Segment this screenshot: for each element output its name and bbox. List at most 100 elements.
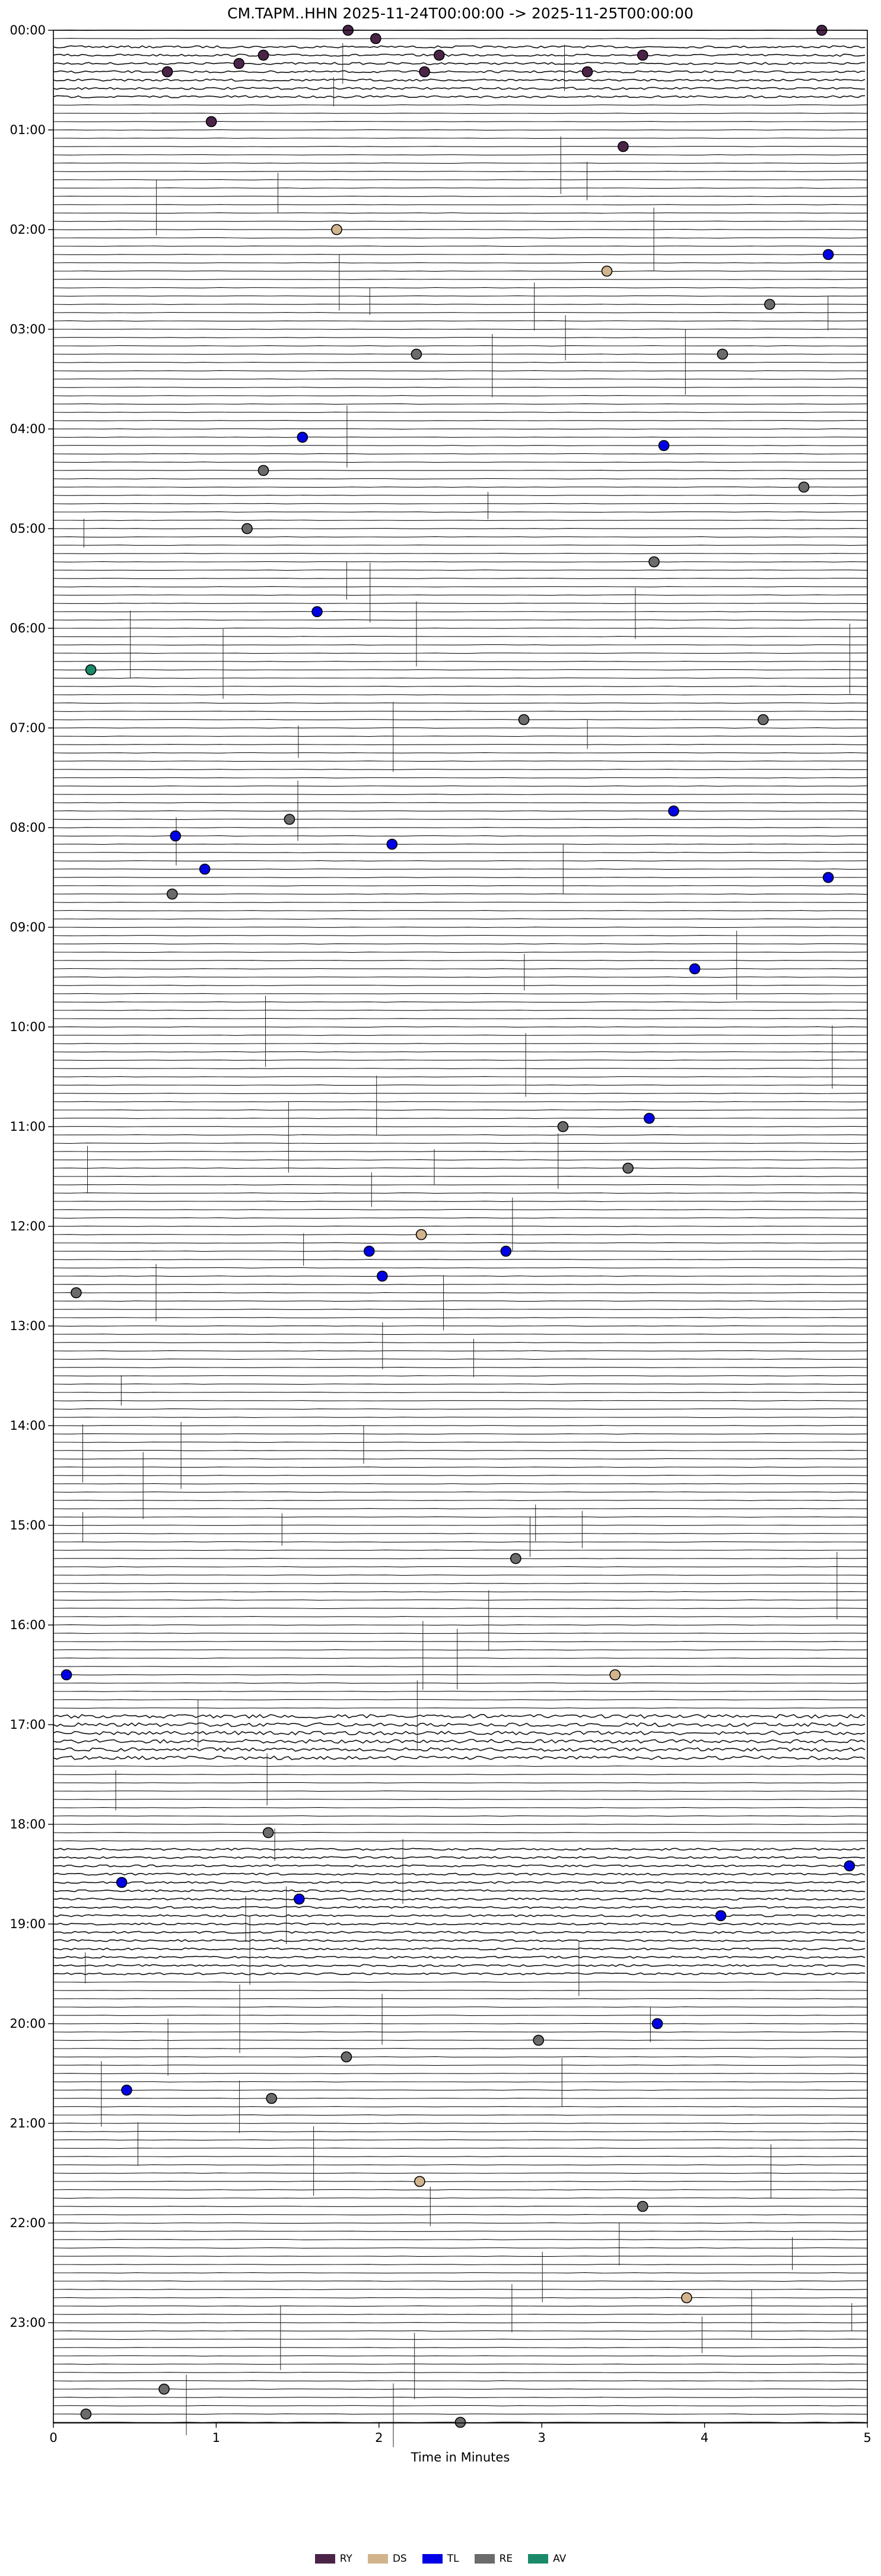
trace-row bbox=[53, 1541, 868, 1543]
y-tick-label: 08:00 bbox=[9, 820, 46, 835]
trace-row bbox=[53, 1774, 868, 1775]
trace-row bbox=[53, 221, 868, 222]
trace-row bbox=[53, 171, 868, 172]
trace-row bbox=[53, 246, 868, 247]
trace-row bbox=[53, 486, 868, 488]
trace-row bbox=[53, 1964, 866, 1967]
legend-item-tl: TL bbox=[422, 2553, 459, 2565]
trace-row bbox=[53, 1467, 868, 1468]
trace-row bbox=[53, 320, 868, 322]
trace-row bbox=[53, 2114, 867, 2116]
trace-row bbox=[53, 686, 868, 687]
y-tick-label: 01:00 bbox=[9, 123, 46, 137]
trace-row bbox=[53, 2065, 868, 2066]
seismic-traces bbox=[53, 30, 868, 2423]
trace-row bbox=[53, 727, 867, 729]
trace-row bbox=[53, 1889, 866, 1893]
event-marker-re bbox=[241, 523, 253, 535]
trace-row bbox=[53, 1134, 868, 1136]
trace-row bbox=[53, 1026, 868, 1028]
trace-row bbox=[53, 1856, 866, 1859]
trace-row bbox=[53, 1475, 868, 1476]
trace-row bbox=[53, 2256, 868, 2257]
y-tick-label: 09:00 bbox=[9, 920, 46, 934]
trace-row bbox=[53, 761, 867, 762]
legend-label: RE bbox=[499, 2553, 513, 2565]
event-marker-ry bbox=[205, 116, 217, 128]
trace-row bbox=[53, 1242, 867, 1244]
trace-row bbox=[53, 1109, 868, 1111]
trace-row bbox=[53, 1731, 866, 1735]
trace-row bbox=[53, 1442, 868, 1443]
trace-row bbox=[53, 1683, 868, 1684]
trace-row bbox=[53, 2173, 868, 2174]
y-tick-label: 05:00 bbox=[9, 521, 46, 536]
trace-row bbox=[53, 1068, 867, 1069]
legend-swatch bbox=[474, 2554, 495, 2564]
trace-row bbox=[53, 1408, 868, 1410]
trace-row bbox=[53, 2231, 868, 2232]
trace-row bbox=[53, 2314, 868, 2315]
trace-row bbox=[53, 2073, 868, 2074]
y-tick-label: 15:00 bbox=[9, 1518, 46, 1532]
trace-row bbox=[53, 1035, 868, 1036]
trace-row bbox=[53, 2148, 868, 2149]
event-marker-tl bbox=[116, 1877, 128, 1888]
trace-row bbox=[53, 927, 868, 928]
trace-row bbox=[53, 2181, 868, 2182]
event-marker-tl bbox=[170, 830, 182, 842]
y-tick-label: 10:00 bbox=[9, 1020, 46, 1034]
trace-row bbox=[53, 1093, 868, 1094]
trace-row bbox=[53, 1226, 868, 1227]
trace-row bbox=[53, 2006, 868, 2008]
y-tick-label: 19:00 bbox=[9, 1917, 46, 1931]
trace-spikes bbox=[82, 43, 853, 2447]
trace-row bbox=[53, 1864, 866, 1868]
trace-row bbox=[53, 1491, 868, 1493]
event-marker-ry bbox=[257, 49, 269, 61]
trace-row bbox=[53, 1217, 868, 1219]
trace-row bbox=[53, 304, 868, 305]
trace-row bbox=[53, 810, 868, 812]
y-axis: 00:00 01:00 02:00 03:00 04:00 05:00 06:00 07:00… bbox=[9, 23, 53, 2330]
event-marker-tl bbox=[311, 606, 323, 618]
trace-row bbox=[53, 594, 867, 596]
trace-row bbox=[53, 2247, 868, 2249]
event-marker-ry bbox=[419, 66, 430, 78]
trace-row bbox=[53, 53, 866, 57]
trace-row bbox=[53, 1583, 868, 1584]
trace-row bbox=[53, 2139, 868, 2141]
event-marker-re bbox=[533, 2034, 545, 2046]
trace-row bbox=[53, 138, 868, 139]
trace-row bbox=[53, 2289, 868, 2290]
trace-row bbox=[53, 1143, 868, 1144]
trace-row bbox=[53, 1739, 866, 1744]
event-marker-re bbox=[257, 465, 269, 476]
trace-row bbox=[53, 1824, 868, 1825]
trace-row bbox=[53, 1433, 868, 1435]
trace-row bbox=[53, 2389, 868, 2390]
trace-row bbox=[53, 2040, 868, 2041]
trace-row bbox=[53, 163, 868, 164]
trace-row bbox=[53, 794, 868, 795]
trace-row bbox=[53, 1384, 868, 1385]
trace-row bbox=[53, 271, 868, 272]
trace-row bbox=[53, 1947, 866, 1951]
trace-row bbox=[53, 1001, 868, 1003]
trace-row bbox=[53, 495, 868, 496]
event-marker-re bbox=[717, 348, 729, 360]
trace-row bbox=[53, 1251, 868, 1252]
trace-row bbox=[53, 1367, 868, 1368]
legend-item-ds: DS bbox=[367, 2553, 407, 2565]
trace-row bbox=[53, 462, 868, 463]
event-marker-tl bbox=[822, 249, 834, 260]
trace-row bbox=[53, 428, 868, 430]
y-tick-label: 13:00 bbox=[9, 1319, 46, 1333]
trace-row bbox=[53, 437, 868, 438]
x-tick-label: 2 bbox=[375, 2431, 383, 2445]
trace-row bbox=[53, 2222, 868, 2224]
trace-row bbox=[53, 877, 868, 878]
trace-row bbox=[53, 1722, 866, 1727]
trace-row bbox=[53, 295, 868, 297]
